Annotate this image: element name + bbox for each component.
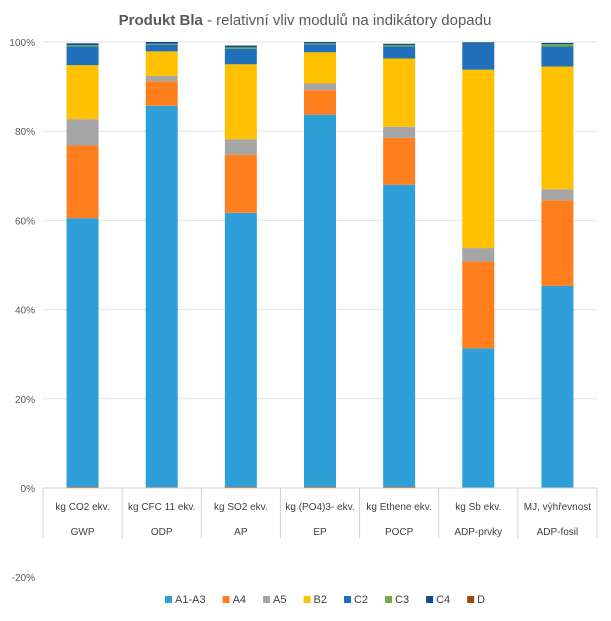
y-tick-label: 0%	[21, 484, 36, 495]
y-tick-label: 80%	[15, 127, 35, 138]
bar-segment-a5	[145, 75, 178, 82]
y-tick-label: 40%	[15, 306, 35, 317]
category-unit-label: kg SO2 ekv.	[214, 502, 268, 513]
x-axis: kg CO2 ekv. GWP kg CFC 11 ekv. ODP kg SO2 ek…	[42, 487, 598, 538]
y-tick-label: -20%	[12, 573, 35, 584]
category-unit-label: kg Ethene ekv.	[366, 502, 431, 513]
legend-label: C2	[354, 594, 368, 606]
bar-segment-a4	[66, 145, 99, 219]
legend-label: A1-A3	[175, 594, 206, 606]
bar-segment-a1-a3	[224, 212, 257, 487]
chart-title: Produkt Bla - relativní vliv modulů na i…	[119, 12, 492, 29]
bar-segment-a5	[66, 119, 99, 146]
category-indicator-label: EP	[313, 527, 327, 538]
bar-segment-b2	[304, 52, 336, 84]
bar-segment-c3	[145, 43, 178, 45]
legend-label: C3	[395, 594, 409, 606]
legend-label: A4	[233, 594, 246, 606]
bar-segment-a1-a3	[304, 114, 336, 487]
bar-segment-a4	[383, 137, 416, 185]
bar-segment-b2	[224, 64, 257, 140]
bar-segment-c4	[224, 45, 257, 48]
bar-segment-a5	[383, 126, 416, 138]
bar-segment-c3	[541, 44, 574, 47]
bar-segment-b2	[541, 66, 574, 190]
bar-segment-b2	[383, 58, 416, 127]
bar-segment-a1-a3	[383, 184, 416, 487]
bar-segment-c3	[304, 43, 336, 45]
bar-segment-c2	[66, 46, 99, 66]
bar-segment-a4	[462, 261, 495, 349]
bar-segment-c2	[224, 48, 257, 65]
bar-segment-b2	[66, 65, 99, 120]
legend-label: B2	[314, 594, 327, 606]
category-unit-label: kg Sb ekv.	[455, 502, 501, 513]
category-indicator-label: POCP	[385, 527, 414, 538]
legend-swatch-b2	[303, 596, 311, 603]
bar-segment-a4	[145, 81, 178, 106]
legend-swatch-a1-a3	[165, 596, 172, 603]
bar-segment-c4	[383, 43, 416, 46]
category-indicator-label: AP	[234, 527, 248, 538]
bar-segment-a5	[304, 83, 336, 91]
bar-segment-a1-a3	[145, 105, 178, 488]
bar-segment-c3	[66, 45, 99, 47]
bar-segment-c4	[66, 43, 99, 46]
bar-segment-a4	[541, 200, 574, 286]
category-unit-label: kg CO2 ekv.	[55, 502, 109, 513]
bar-segment-d	[383, 486, 416, 488]
category-unit-label: kg CFC 11 ekv.	[128, 502, 195, 513]
bar-segment-a1-a3	[541, 285, 574, 488]
bar-segment-d	[66, 486, 99, 488]
bar-segment-d	[304, 486, 336, 488]
bar-segment-c2	[541, 46, 574, 67]
y-tick-label: 60%	[15, 216, 35, 227]
legend-swatch-a4	[222, 596, 230, 603]
y-axis: 100% 80% 60% 40% 20% 0% -20%	[9, 38, 35, 584]
bar-segment-c2	[462, 42, 495, 70]
chart-title-rest: - relativní vliv modulů na indikátory do…	[203, 12, 492, 29]
bar-segment-c2	[383, 46, 416, 59]
bar-segment-c4	[304, 42, 336, 44]
category-indicator-label: ADP-fosil	[537, 527, 579, 538]
legend-label: C4	[436, 594, 450, 606]
bar-segment-c2	[304, 44, 336, 53]
category-unit-label: kg (PO4)3- ekv.	[285, 502, 354, 513]
bar-segment-a4	[304, 90, 336, 115]
bar-segment-a5	[462, 248, 495, 262]
category-indicator-label: ADP-prvky	[454, 527, 502, 538]
legend-swatch-a5	[263, 596, 271, 603]
bar-segment-a5	[541, 189, 574, 201]
bar-segment-a4	[224, 154, 257, 213]
legend-label: A5	[273, 594, 286, 606]
legend-swatch-d	[467, 596, 475, 603]
bar-segment-c3	[224, 47, 257, 49]
bar-segment-c3	[383, 45, 416, 47]
legend-swatch-c4	[426, 596, 434, 603]
y-tick-label: 100%	[9, 38, 35, 49]
bar-segment-c4	[541, 42, 574, 45]
category-unit-label: MJ, výhřevnost	[524, 502, 591, 513]
bar-segment-a5	[224, 139, 257, 155]
chart-title-bold: Produkt Bla	[119, 12, 204, 29]
bars	[66, 42, 574, 488]
legend-swatch-c3	[385, 596, 393, 603]
category-indicator-label: GWP	[71, 527, 95, 538]
legend: A1-A3 A4 A5 B2 C2 C3 C4 D	[165, 594, 485, 606]
bar-segment-c2	[145, 44, 178, 52]
bar-segment-a1-a3	[462, 348, 495, 488]
bar-segment-b2	[462, 69, 495, 249]
bar-segment-a1-a3	[66, 218, 99, 487]
legend-swatch-c2	[343, 596, 351, 603]
bar-segment-d	[224, 486, 257, 488]
legend-label: D	[477, 594, 485, 606]
bar-segment-b2	[145, 51, 178, 76]
y-tick-label: 20%	[15, 395, 35, 406]
category-indicator-label: ODP	[151, 527, 173, 538]
bar-segment-c4	[145, 42, 178, 44]
